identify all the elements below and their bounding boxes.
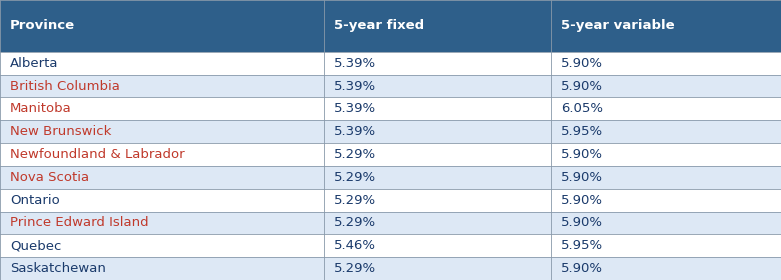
Text: 5.95%: 5.95%: [561, 125, 603, 138]
Text: Newfoundland & Labrador: Newfoundland & Labrador: [10, 148, 185, 161]
Bar: [324, 257, 551, 280]
Text: 5.90%: 5.90%: [561, 194, 603, 207]
Text: 5.46%: 5.46%: [334, 239, 376, 252]
Bar: [551, 52, 781, 75]
Text: British Columbia: British Columbia: [10, 80, 120, 92]
Bar: [0, 0, 324, 52]
Bar: [324, 75, 551, 97]
Bar: [0, 97, 324, 120]
Bar: [551, 75, 781, 97]
Bar: [324, 166, 551, 189]
Bar: [551, 166, 781, 189]
Bar: [324, 52, 551, 75]
Text: 5.29%: 5.29%: [334, 148, 376, 161]
Bar: [0, 143, 324, 166]
Bar: [0, 212, 324, 234]
Text: Saskatchewan: Saskatchewan: [10, 262, 106, 275]
Bar: [324, 234, 551, 257]
Bar: [0, 189, 324, 212]
Bar: [551, 257, 781, 280]
Bar: [551, 234, 781, 257]
Text: 5.29%: 5.29%: [334, 216, 376, 229]
Bar: [551, 120, 781, 143]
Text: 5.90%: 5.90%: [561, 262, 603, 275]
Text: New Brunswick: New Brunswick: [10, 125, 112, 138]
Text: Alberta: Alberta: [10, 57, 59, 70]
Text: 5-year variable: 5-year variable: [561, 19, 674, 32]
Text: Ontario: Ontario: [10, 194, 60, 207]
Bar: [0, 75, 324, 97]
Text: 5.29%: 5.29%: [334, 171, 376, 184]
Bar: [324, 143, 551, 166]
Text: Nova Scotia: Nova Scotia: [10, 171, 89, 184]
Text: 5.90%: 5.90%: [561, 57, 603, 70]
Text: 5.39%: 5.39%: [334, 102, 376, 115]
Bar: [551, 97, 781, 120]
Text: Manitoba: Manitoba: [10, 102, 72, 115]
Bar: [551, 212, 781, 234]
Text: 5-year fixed: 5-year fixed: [334, 19, 424, 32]
Bar: [0, 52, 324, 75]
Bar: [0, 257, 324, 280]
Bar: [324, 0, 551, 52]
Bar: [551, 143, 781, 166]
Text: 5.39%: 5.39%: [334, 80, 376, 92]
Bar: [0, 120, 324, 143]
Bar: [324, 97, 551, 120]
Bar: [0, 234, 324, 257]
Bar: [324, 120, 551, 143]
Text: 5.90%: 5.90%: [561, 148, 603, 161]
Text: Province: Province: [10, 19, 75, 32]
Text: 5.29%: 5.29%: [334, 262, 376, 275]
Text: 5.90%: 5.90%: [561, 80, 603, 92]
Text: 5.95%: 5.95%: [561, 239, 603, 252]
Text: 5.29%: 5.29%: [334, 194, 376, 207]
Text: Prince Edward Island: Prince Edward Island: [10, 216, 148, 229]
Bar: [0, 166, 324, 189]
Text: Quebec: Quebec: [10, 239, 62, 252]
Bar: [551, 189, 781, 212]
Text: 6.05%: 6.05%: [561, 102, 603, 115]
Bar: [324, 189, 551, 212]
Text: 5.90%: 5.90%: [561, 216, 603, 229]
Bar: [324, 212, 551, 234]
Text: 5.39%: 5.39%: [334, 125, 376, 138]
Bar: [551, 0, 781, 52]
Text: 5.39%: 5.39%: [334, 57, 376, 70]
Text: 5.90%: 5.90%: [561, 171, 603, 184]
